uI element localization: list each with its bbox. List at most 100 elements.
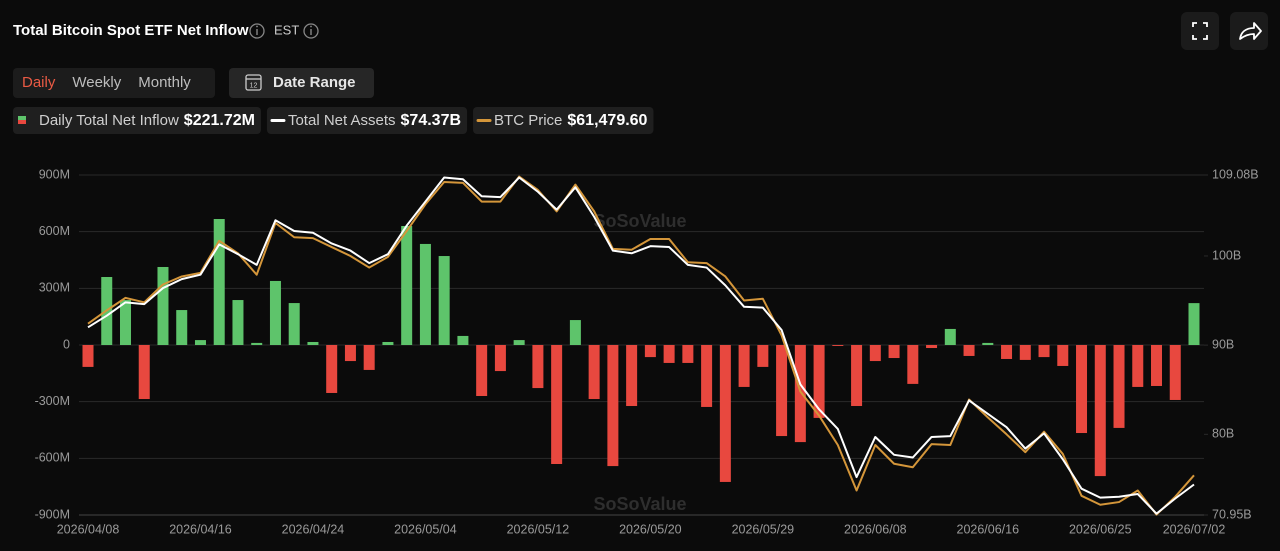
bar	[832, 345, 844, 346]
bar	[1019, 345, 1031, 360]
period-tab[interactable]: Daily	[22, 74, 56, 91]
bar	[776, 345, 788, 437]
bar	[288, 303, 300, 345]
period-tab[interactable]: Monthly	[138, 74, 191, 91]
info-icon[interactable]	[249, 23, 265, 39]
legend-item: Total Net Assets $74.37B	[266, 107, 468, 134]
bar	[1188, 303, 1200, 345]
x-tick-label: 2026/04/08	[57, 522, 120, 536]
bar	[176, 310, 188, 345]
bar	[82, 345, 94, 367]
y-tick-label: -300M	[35, 394, 70, 408]
bar	[269, 280, 281, 345]
fullscreen-button[interactable]	[1181, 12, 1219, 50]
bar	[1057, 345, 1069, 366]
y-tick-label: 300M	[39, 281, 70, 295]
bar	[701, 345, 713, 407]
bar	[1132, 345, 1144, 387]
bar	[401, 226, 413, 345]
x-tick-label: 2026/04/16	[169, 522, 232, 536]
legend-value: $61,479.60	[567, 112, 647, 129]
bar	[607, 345, 619, 467]
bar	[1094, 345, 1106, 477]
bar	[213, 219, 225, 345]
watermark: SoSoValue	[593, 494, 686, 514]
period-tab[interactable]: Weekly	[72, 74, 121, 91]
bar	[794, 345, 806, 443]
bar	[1151, 345, 1163, 386]
bar	[251, 342, 263, 345]
watermark: SoSoValue	[593, 211, 686, 231]
bar	[738, 345, 750, 387]
legend-chip	[13, 107, 261, 134]
x-tick-label: 2026/05/20	[619, 522, 682, 536]
bar	[457, 335, 469, 345]
x-tick-label: 2026/06/16	[957, 522, 1020, 536]
legend-value: $74.37B	[401, 112, 462, 129]
y2-tick-label: 80B	[1212, 427, 1234, 441]
bar	[419, 243, 431, 345]
bar	[476, 345, 488, 396]
bar	[851, 345, 863, 407]
legend-chip	[473, 107, 654, 134]
bar	[907, 345, 919, 384]
bar	[1038, 345, 1050, 358]
legend-chip	[266, 107, 468, 134]
bar	[644, 345, 656, 358]
x-tick-label: 2026/05/04	[394, 522, 457, 536]
bar	[1113, 345, 1125, 428]
bar	[944, 328, 956, 345]
y-tick-label: 0	[63, 337, 70, 351]
bar	[513, 340, 525, 345]
bar	[1169, 345, 1181, 400]
share-button[interactable]	[1230, 12, 1268, 50]
x-tick-label: 2026/05/29	[732, 522, 795, 536]
bar	[1076, 345, 1088, 434]
legend-item: Daily Total Net Inflow $221.72M	[13, 107, 261, 134]
bar	[963, 345, 975, 356]
bar	[138, 345, 150, 400]
timezone[interactable]: EST	[274, 22, 299, 37]
y2-tick-label: 90B	[1212, 337, 1234, 351]
bar	[888, 345, 900, 359]
bar	[682, 345, 694, 363]
x-tick-label: 2026/04/24	[282, 522, 345, 536]
x-tick-label: 2026/05/12	[507, 522, 570, 536]
date-range-label[interactable]: Date Range	[273, 74, 356, 91]
bar	[326, 345, 338, 393]
x-tick-label: 2026/06/08	[844, 522, 907, 536]
line	[87, 176, 1195, 515]
bar	[982, 342, 994, 345]
bar	[757, 345, 769, 367]
bar	[194, 340, 206, 345]
bar	[626, 345, 638, 407]
bar	[663, 345, 675, 363]
y2-tick-label: 109.08B	[1212, 167, 1259, 181]
bar	[569, 320, 581, 345]
y-tick-label: 900M	[39, 167, 70, 181]
bar	[869, 345, 881, 362]
info-icon[interactable]	[303, 23, 319, 39]
legend-label: Total Net Assets	[288, 112, 396, 129]
y-tick-label: -600M	[35, 451, 70, 465]
date-range-button[interactable]: 12	[229, 68, 374, 98]
legend-label: BTC Price	[494, 112, 562, 129]
line	[87, 175, 1195, 516]
bar	[926, 345, 938, 349]
legend-swatch	[18, 120, 26, 124]
bar	[719, 345, 731, 482]
bar	[532, 345, 544, 389]
bar	[494, 345, 506, 372]
y2-tick-label: 100B	[1212, 248, 1241, 262]
legend-swatch	[18, 116, 26, 120]
bar	[157, 266, 169, 345]
bar	[438, 256, 450, 345]
bar	[588, 345, 600, 400]
bar	[119, 300, 131, 345]
bar	[232, 300, 244, 345]
bar	[363, 345, 375, 370]
chart-title: Total Bitcoin Spot ETF Net Inflow	[13, 22, 249, 39]
period-tabs	[13, 68, 215, 98]
bar	[1001, 345, 1013, 359]
